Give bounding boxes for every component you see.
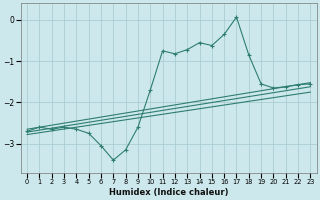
X-axis label: Humidex (Indice chaleur): Humidex (Indice chaleur) xyxy=(109,188,228,197)
